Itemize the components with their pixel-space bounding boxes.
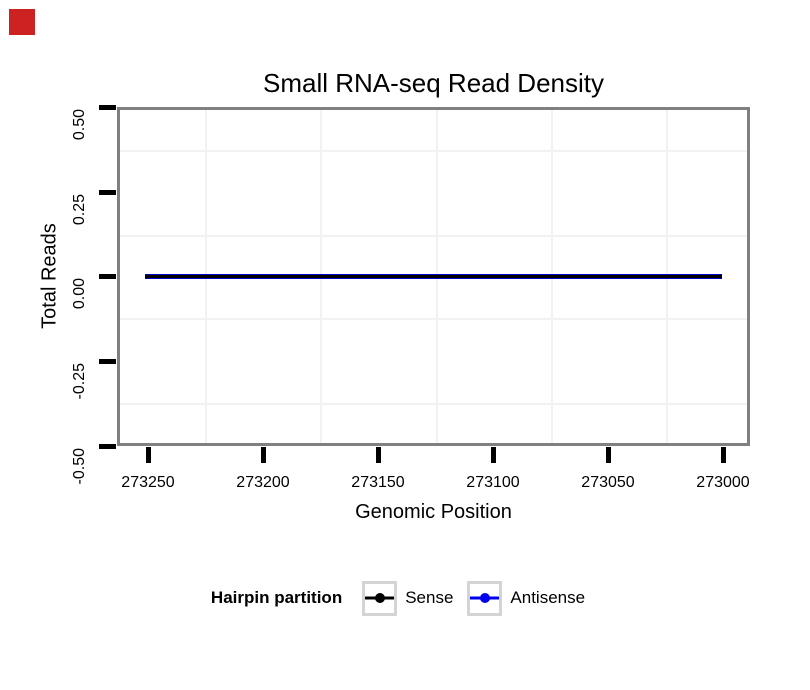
legend-key-sense — [362, 580, 398, 616]
x-tick-label: 273250 — [121, 474, 175, 491]
y-tick-label: -0.50 — [71, 448, 88, 485]
chart-title: Small RNA-seq Read Density — [262, 68, 604, 98]
x-tick — [606, 447, 611, 463]
legend-label-sense: Sense — [405, 588, 454, 607]
x-tick — [146, 447, 151, 463]
y-tick — [99, 274, 116, 279]
x-tick — [376, 447, 381, 463]
data-line-antisense — [145, 274, 722, 279]
x-tick-label: 273150 — [351, 474, 405, 491]
y-tick-label: 0.25 — [71, 194, 88, 226]
y-tick — [99, 190, 116, 195]
x-tick-label: 273100 — [466, 474, 520, 491]
legend: Hairpin partition Sense Antisense — [0, 579, 810, 617]
minor-gridline-horizontal — [117, 235, 750, 237]
minor-gridline-horizontal — [117, 318, 750, 320]
legend-title: Hairpin partition — [210, 588, 343, 607]
x-tick — [721, 447, 726, 463]
minor-gridline-horizontal — [117, 403, 750, 405]
y-tick — [99, 444, 116, 449]
x-tick-label: 273000 — [696, 474, 750, 491]
x-tick-label: 273200 — [236, 474, 290, 491]
x-tick — [261, 447, 266, 463]
legend-label-antisense: Antisense — [510, 588, 586, 607]
plot-panel — [117, 107, 750, 446]
legend-key-antisense — [467, 580, 503, 616]
minor-gridline-horizontal — [117, 150, 750, 152]
y-tick-label: 0.50 — [71, 109, 88, 141]
red-square-marker — [9, 9, 35, 35]
x-tick — [491, 447, 496, 463]
y-tick-label: 0.00 — [71, 278, 88, 310]
y-tick-label: -0.25 — [71, 363, 88, 400]
sense-point-icon — [374, 593, 385, 603]
y-axis-title: Total Reads — [38, 223, 61, 329]
x-tick-label: 273050 — [581, 474, 635, 491]
data-line-sense — [145, 275, 722, 278]
y-tick — [99, 105, 116, 110]
x-axis-title: Genomic Position — [355, 501, 512, 523]
y-tick — [99, 359, 116, 364]
antisense-point-icon — [479, 593, 490, 603]
